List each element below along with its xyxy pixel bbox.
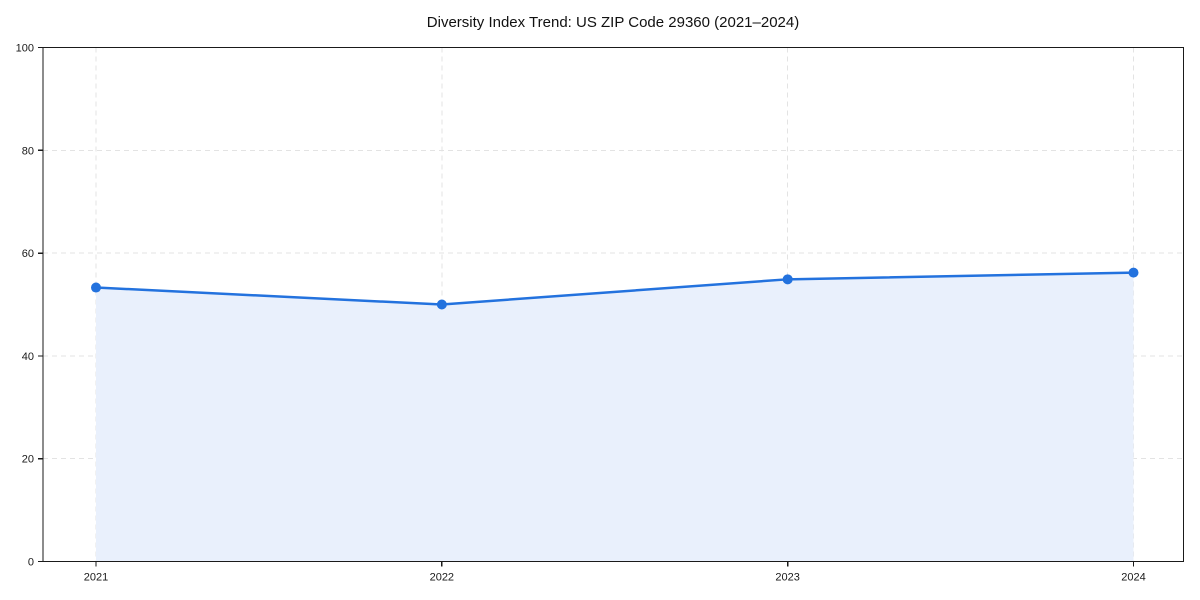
- y-tick-label-80: 80: [22, 145, 34, 157]
- plot-frame: [42, 46, 1185, 563]
- trend-line: [94, 271, 1135, 306]
- data-point-2023: [782, 274, 793, 285]
- y-tick-label-60: 60: [22, 248, 34, 260]
- y-tick-label-20: 20: [22, 454, 34, 466]
- axes-frame-layer: [38, 46, 1185, 567]
- x-tick-label-2022: 2022: [430, 572, 454, 584]
- y-tick-label-100: 100: [16, 43, 34, 55]
- series-layer: [91, 267, 1139, 562]
- chart-title: Diversity Index Trend: US ZIP Code 29360…: [427, 14, 799, 31]
- x-tick-label-2024: 2024: [1121, 572, 1145, 584]
- tick-labels-layer: 0 20 40 60 80 100 2021 2022 2023 2024: [16, 43, 1146, 584]
- data-point-2024: [1128, 267, 1139, 278]
- data-point-2022: [436, 299, 447, 310]
- area-fill: [96, 272, 1134, 562]
- y-tick-label-0: 0: [28, 557, 34, 569]
- x-tick-label-2021: 2021: [84, 572, 108, 584]
- y-tick-label-40: 40: [22, 351, 34, 363]
- x-tick-label-2023: 2023: [775, 572, 799, 584]
- data-point-2021: [91, 282, 101, 293]
